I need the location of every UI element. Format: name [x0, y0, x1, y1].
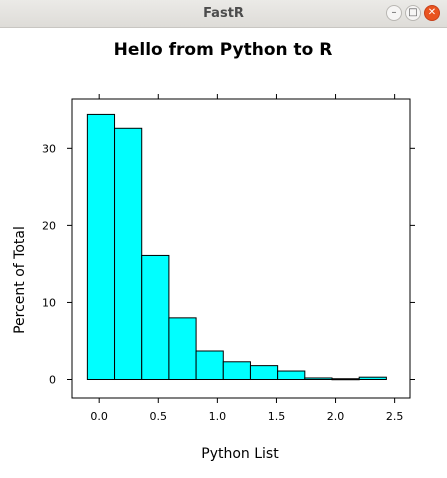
histogram-bar [168, 317, 197, 381]
window-title: FastR [203, 6, 244, 21]
y-axis: 0 10 20 30 [42, 142, 415, 387]
histogram-chart: Hello from Python to R 0.0 0.5 1.0 1.5 2.0 2.… [12, 40, 415, 462]
x-tick-label: 2.5 [386, 410, 404, 423]
histogram-bar [222, 361, 251, 381]
histogram-bar [304, 377, 333, 381]
maximize-button[interactable]: □ [405, 5, 421, 21]
x-tick-label: 0.5 [150, 410, 168, 423]
y-tick-label: 30 [42, 142, 56, 155]
x-axis: 0.0 0.5 1.0 1.5 2.0 2.5 [90, 94, 403, 423]
y-tick-label: 10 [42, 296, 56, 309]
x-tick-label: 1.5 [268, 410, 286, 423]
histogram-bar [331, 378, 360, 381]
maximize-icon: □ [408, 7, 418, 18]
y-tick-label: 0 [49, 374, 56, 387]
minimize-icon: – [391, 7, 397, 18]
histogram-bar [249, 365, 279, 381]
x-axis-label: Python List [201, 446, 279, 462]
close-icon: ✕ [427, 7, 437, 18]
close-button[interactable]: ✕ [424, 5, 440, 21]
plot-frame [71, 98, 411, 399]
x-tick-label: 1.0 [209, 410, 227, 423]
minimize-button[interactable]: – [386, 5, 402, 21]
histogram-bar [195, 350, 224, 381]
histogram-bar [277, 370, 306, 381]
x-tick-label: 0.0 [90, 410, 108, 423]
y-axis-label: Percent of Total [12, 226, 28, 334]
histogram-bar [358, 376, 387, 381]
x-tick-label: 2.0 [327, 410, 345, 423]
histogram-bar [86, 113, 116, 381]
y-tick-label: 20 [42, 219, 56, 232]
title-bar[interactable]: FastR – □ ✕ [0, 0, 447, 28]
chart-title: Hello from Python to R [114, 40, 333, 60]
histogram-bar [141, 254, 170, 381]
bars-group [86, 113, 387, 381]
histogram-bar [114, 127, 143, 381]
